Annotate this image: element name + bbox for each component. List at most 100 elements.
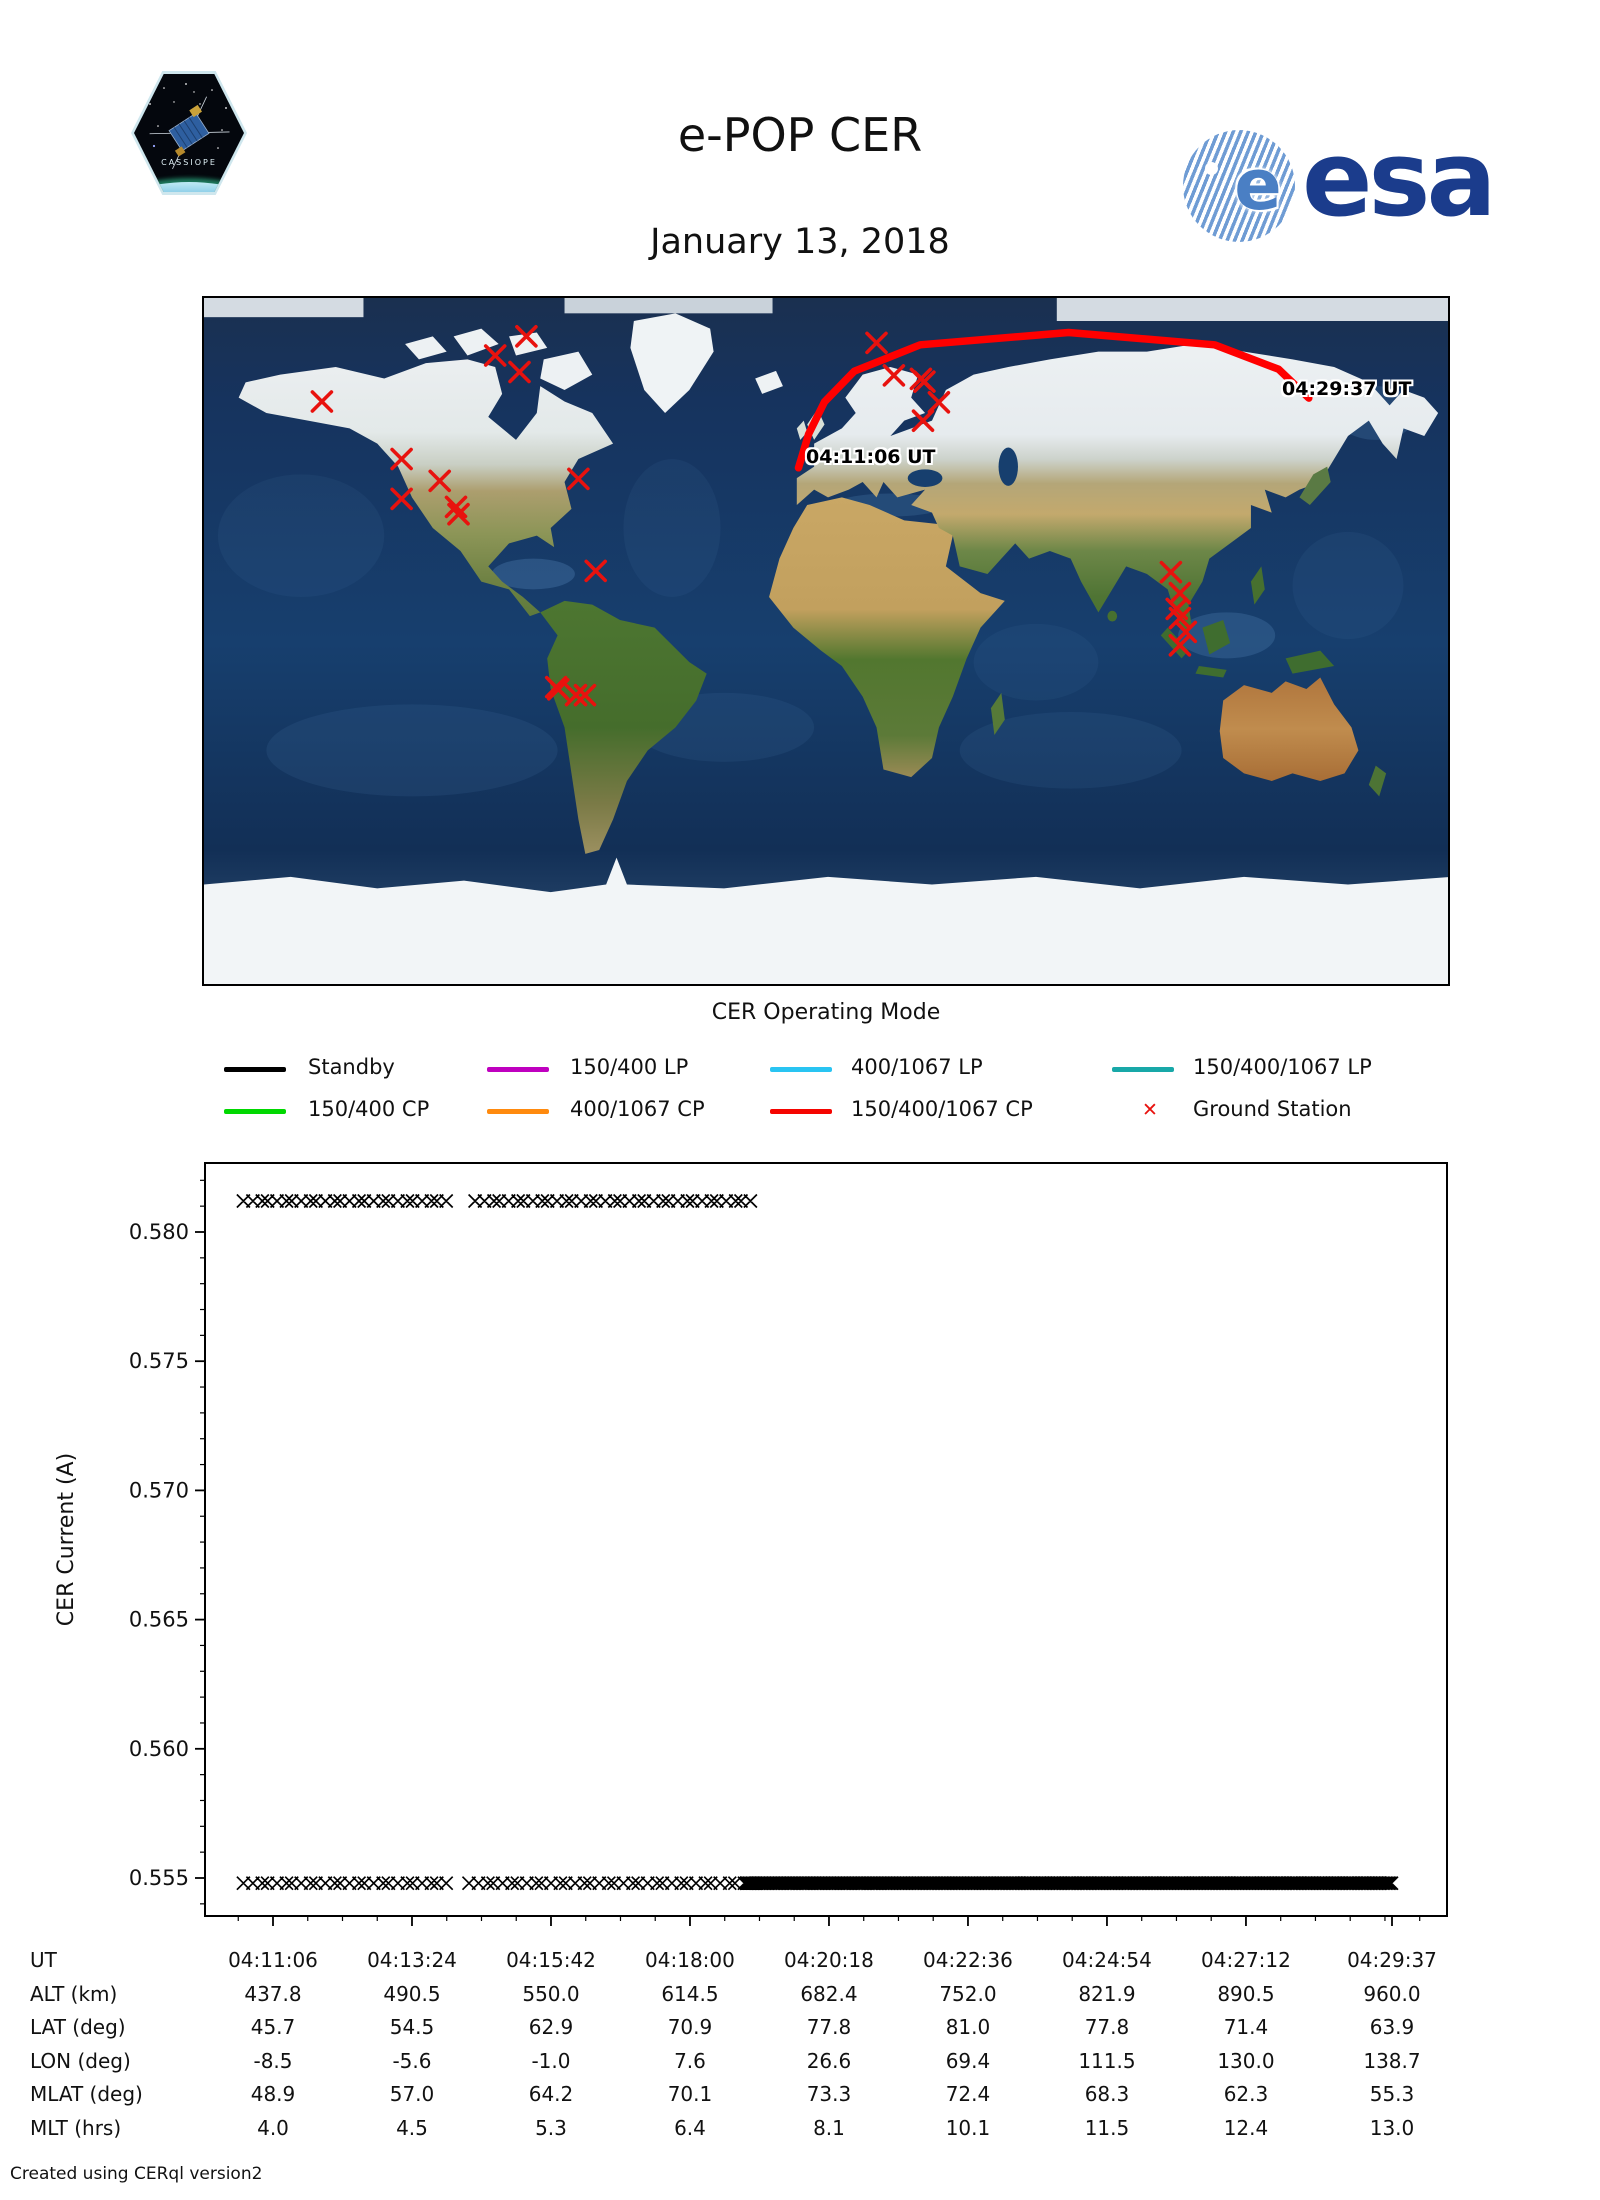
world-map-canvas bbox=[204, 298, 1448, 984]
table-row-label: UT bbox=[30, 1948, 57, 1972]
table-cell: 614.5 bbox=[661, 1982, 719, 2006]
ground-station-marker bbox=[508, 360, 531, 384]
ground-station-marker bbox=[564, 683, 588, 707]
legend-item-label: Standby bbox=[308, 1055, 395, 1079]
table-cell: 12.4 bbox=[1223, 2116, 1269, 2140]
table-cell: 26.6 bbox=[806, 2049, 852, 2073]
table-cell: 55.3 bbox=[1369, 2082, 1415, 2106]
ground-station-marker bbox=[390, 447, 413, 471]
page-title: e-POP CER bbox=[677, 108, 923, 162]
table-cell: 04:13:24 bbox=[367, 1948, 457, 1972]
footer-credit: Created using CERql version2 bbox=[10, 2164, 263, 2184]
legend-line-swatch bbox=[1112, 1067, 1174, 1072]
ground-station-marker bbox=[310, 390, 334, 413]
table-cell: 8.1 bbox=[813, 2116, 845, 2140]
table-cell: 437.8 bbox=[244, 1982, 302, 2006]
satellite-trajectory bbox=[794, 328, 1313, 472]
legend-item-label: 400/1067 LP bbox=[851, 1055, 983, 1079]
ground-station-marker bbox=[1174, 620, 1198, 644]
legend-line-swatch bbox=[770, 1067, 832, 1072]
legend-item-label: 150/400 LP bbox=[570, 1055, 689, 1079]
table-cell: 69.4 bbox=[945, 2049, 991, 2073]
legend-line-swatch bbox=[224, 1109, 286, 1114]
table-cell: 77.8 bbox=[1084, 2015, 1130, 2039]
esa-emblem-star bbox=[1205, 162, 1218, 175]
table-cell: 63.9 bbox=[1369, 2015, 1415, 2039]
table-row-label: ALT (km) bbox=[30, 1982, 118, 2006]
cer-current-data-markers bbox=[236, 1193, 1399, 1891]
table-cell: 72.4 bbox=[945, 2082, 991, 2106]
world-map: 04:11:06 UT 04:29:37 UT bbox=[202, 296, 1450, 986]
legend-item-label: 400/1067 CP bbox=[570, 1097, 705, 1121]
table-cell: 111.5 bbox=[1078, 2049, 1136, 2073]
table-cell: 04:18:00 bbox=[645, 1948, 735, 1972]
legend-line-swatch bbox=[487, 1109, 549, 1114]
table-cell: 04:22:36 bbox=[923, 1948, 1013, 1972]
table-cell: 70.1 bbox=[667, 2082, 713, 2106]
table-cell: 73.3 bbox=[806, 2082, 852, 2106]
table-cell: 5.3 bbox=[535, 2116, 567, 2140]
ground-station-marker bbox=[428, 469, 451, 493]
y-axis-tick-label: 0.560 bbox=[129, 1737, 189, 1761]
table-row-label: MLAT (deg) bbox=[30, 2082, 143, 2106]
ground-station-marker bbox=[865, 331, 888, 355]
plot-frame bbox=[204, 1162, 1448, 1917]
table-cell: 752.0 bbox=[939, 1982, 997, 2006]
ground-station-marker bbox=[1159, 560, 1183, 584]
table-cell: -8.5 bbox=[253, 2049, 293, 2073]
table-cell: 138.7 bbox=[1363, 2049, 1421, 2073]
ground-station-marker bbox=[1168, 634, 1192, 657]
ground-station-marker bbox=[584, 559, 607, 583]
trajectory-layer bbox=[794, 328, 1313, 472]
ground-station-marker bbox=[927, 391, 951, 414]
table-cell: 490.5 bbox=[383, 1982, 441, 2006]
table-cell: 10.1 bbox=[945, 2116, 991, 2140]
trajectory-end-time-label: 04:29:37 UT bbox=[1282, 378, 1412, 400]
page-date: January 13, 2018 bbox=[650, 222, 950, 262]
table-cell: 13.0 bbox=[1369, 2116, 1415, 2140]
table-row-label: MLT (hrs) bbox=[30, 2116, 122, 2140]
esa-logo-text: esa bbox=[1302, 118, 1497, 240]
ground-station-marker bbox=[547, 678, 570, 701]
legend-item-label: 150/400 CP bbox=[308, 1097, 430, 1121]
ground-station-marker bbox=[573, 683, 597, 707]
esa-emblem-letter: e bbox=[1234, 144, 1282, 226]
table-cell: 62.9 bbox=[528, 2015, 574, 2039]
table-cell: 04:15:42 bbox=[506, 1948, 596, 1972]
legend-line-swatch bbox=[224, 1067, 286, 1072]
legend-title: CER Operating Mode bbox=[711, 1000, 941, 1025]
ground-station-marker bbox=[911, 409, 935, 432]
legend-line-swatch bbox=[770, 1109, 832, 1114]
y-axis-tick-label: 0.580 bbox=[129, 1220, 189, 1244]
legend-item-label: 150/400/1067 CP bbox=[851, 1097, 1033, 1121]
table-cell: 821.9 bbox=[1078, 1982, 1136, 2006]
cer-current-plot: 0.555 0.560 0.565 0.570 0.575 0.580 CER Curren… bbox=[54, 1162, 1448, 1926]
table-cell: 550.0 bbox=[522, 1982, 580, 2006]
y-axis-tick-label: 0.555 bbox=[129, 1866, 189, 1890]
table-cell: 960.0 bbox=[1363, 1982, 1421, 2006]
table-cell: 54.5 bbox=[389, 2015, 435, 2039]
ground-station-marker bbox=[1168, 606, 1192, 630]
table-cell: 77.8 bbox=[806, 2015, 852, 2039]
ground-stations-layer bbox=[310, 325, 1198, 707]
table-cell: 4.5 bbox=[396, 2116, 428, 2140]
table-cell: 11.5 bbox=[1084, 2116, 1130, 2140]
y-axis-tick-label: 0.565 bbox=[129, 1608, 189, 1632]
table-cell: 64.2 bbox=[528, 2082, 574, 2106]
esa-emblem-icon: e bbox=[1183, 130, 1295, 242]
table-cell: 682.4 bbox=[800, 1982, 858, 2006]
table-cell: 04:27:12 bbox=[1201, 1948, 1291, 1972]
table-cell: 62.3 bbox=[1223, 2082, 1269, 2106]
y-axis-tick-label: 0.570 bbox=[129, 1478, 189, 1502]
table-cell: 04:24:54 bbox=[1062, 1948, 1152, 1972]
table-cell: 45.7 bbox=[250, 2015, 296, 2039]
ground-station-marker bbox=[882, 364, 906, 387]
table-cell: -1.0 bbox=[531, 2049, 571, 2073]
table-cell: 68.3 bbox=[1084, 2082, 1130, 2106]
ground-station-marker bbox=[483, 344, 507, 367]
ground-station-marker bbox=[913, 370, 936, 393]
ground-station-marker bbox=[567, 467, 590, 491]
ground-station-marker bbox=[444, 495, 468, 519]
legend-item-label: 150/400/1067 LP bbox=[1193, 1055, 1372, 1079]
table-row-label: LAT (deg) bbox=[30, 2015, 126, 2039]
